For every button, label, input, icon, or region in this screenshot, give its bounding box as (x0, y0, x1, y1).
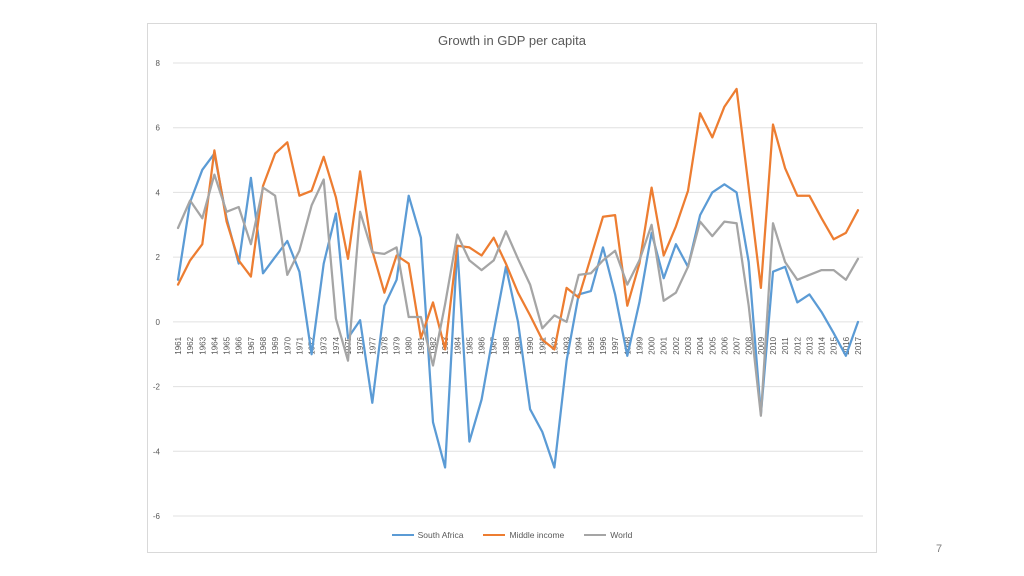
gridlines (173, 62, 863, 517)
x-tick-label: 1978 (380, 336, 389, 354)
legend-swatch (584, 534, 607, 536)
x-tick-label: 1996 (599, 336, 608, 354)
x-tick-label: 2014 (818, 336, 827, 354)
x-tick-label: 1961 (174, 336, 183, 354)
x-tick-label: 1962 (186, 336, 195, 354)
x-tick-label: 1965 (223, 336, 232, 354)
x-tick-label: 1963 (198, 336, 207, 354)
x-tick-label: 1979 (393, 336, 402, 354)
legend-swatch (391, 534, 414, 536)
legend-item: South Africa (391, 530, 464, 540)
series-line-south-africa (176, 152, 860, 469)
legend-swatch (483, 534, 506, 536)
y-axis-ticks: -6 -4 -2 0 2 4 6 8 (153, 59, 161, 521)
x-tick-label: 1981 (417, 336, 426, 354)
x-tick-label: 2015 (830, 336, 839, 354)
x-tick-label: 1988 (502, 336, 511, 354)
x-tick-label: 1999 (635, 336, 644, 354)
y-tick-label: 0 (156, 318, 161, 327)
x-tick-label: 2013 (805, 336, 814, 354)
x-tick-label: 1998 (623, 336, 632, 354)
x-tick-label: 1985 (465, 336, 474, 354)
x-tick-label: 1970 (283, 336, 292, 354)
x-tick-label: 1994 (575, 336, 584, 354)
x-tick-label: 1976 (356, 336, 365, 354)
x-tick-label: 1971 (295, 336, 304, 354)
x-tick-label: 2011 (781, 337, 790, 355)
y-tick-label: -4 (153, 447, 161, 456)
x-tick-label: 1980 (405, 336, 414, 354)
y-tick-label: -2 (153, 383, 161, 392)
x-axis-ticks: 1961 1962 1963 1964 1965 1966 1967 1968 1969 1970… (174, 336, 863, 354)
y-tick-label: 4 (156, 188, 161, 197)
series-line-middle-income (176, 87, 860, 351)
x-tick-label: 1993 (563, 336, 572, 354)
x-tick-label: 1990 (526, 336, 535, 354)
x-tick-label: 2008 (745, 336, 754, 354)
x-tick-label: 1969 (271, 336, 280, 354)
x-tick-label: 2016 (842, 336, 851, 354)
x-tick-label: 2010 (769, 336, 778, 354)
x-tick-label: 2000 (648, 336, 657, 354)
x-tick-label: 2006 (720, 336, 729, 354)
x-tick-label: 2012 (793, 336, 802, 354)
x-tick-label: 1986 (478, 336, 487, 354)
legend-item: Middle income (483, 530, 564, 540)
page-number: 7 (936, 543, 943, 555)
x-tick-label: 1989 (514, 336, 523, 354)
x-tick-label: 1982 (429, 336, 438, 354)
x-tick-label: 2005 (708, 336, 717, 354)
x-tick-label: 2002 (672, 336, 681, 354)
x-tick-label: 2017 (854, 336, 863, 354)
legend-item: World (584, 530, 632, 540)
x-tick-label: 1964 (210, 336, 219, 354)
x-tick-label: 1967 (247, 336, 256, 354)
x-tick-label: 1973 (320, 336, 329, 354)
x-tick-label: 1977 (368, 336, 377, 354)
chart-title: Growth in GDP per capita (438, 33, 586, 48)
x-tick-label: 1968 (259, 336, 268, 354)
x-tick-label: 2004 (696, 336, 705, 354)
y-tick-label: 8 (156, 59, 161, 68)
series-lines (176, 87, 860, 469)
x-tick-label: 1984 (453, 336, 462, 354)
x-tick-label: 1987 (490, 336, 499, 354)
y-tick-label: 6 (156, 124, 161, 133)
x-tick-label: 2001 (660, 336, 669, 354)
x-tick-label: 1997 (611, 336, 620, 354)
x-tick-label: 2007 (733, 336, 742, 354)
x-tick-label: 1974 (332, 336, 341, 354)
legend-label: South Africa (417, 530, 464, 540)
x-tick-label: 1991 (538, 336, 547, 354)
y-tick-label: 2 (156, 253, 161, 262)
x-tick-label: 2003 (684, 336, 693, 354)
x-tick-label: 1966 (235, 336, 244, 354)
chart-legend: South Africa Middle income World (147, 530, 877, 540)
legend-label: Middle income (509, 530, 565, 540)
x-tick-label: 2009 (757, 336, 766, 354)
y-tick-label: -6 (153, 512, 161, 521)
legend-label: World (610, 530, 633, 540)
chart-area (147, 23, 877, 553)
series-line-world (176, 173, 860, 417)
x-tick-label: 1995 (587, 336, 596, 354)
